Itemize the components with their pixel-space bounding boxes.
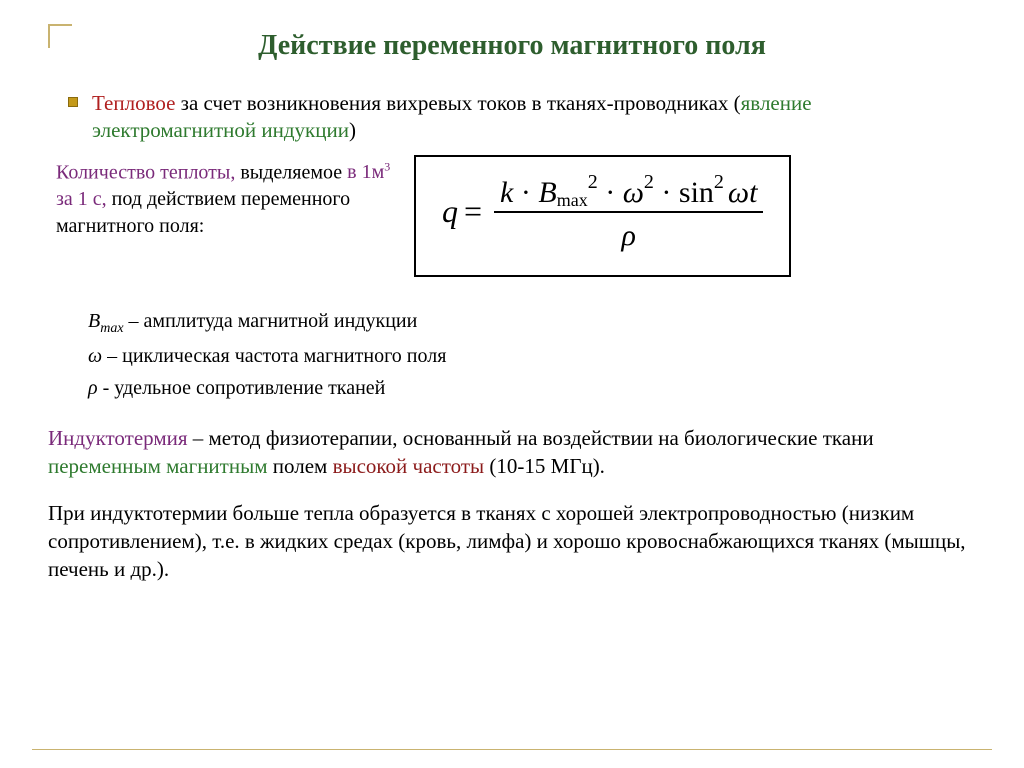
heat-p3: в 1м3 <box>347 161 390 183</box>
square-bullet-icon <box>68 97 78 107</box>
formula-box: q = k · Bmax2 · ω2 · sin2ωt ρ <box>414 155 791 277</box>
bullet-item: Тепловое за счет возникновения вихревых … <box>68 90 976 145</box>
formula-lhs: q <box>442 193 458 230</box>
def-bmax: Bmax – амплитуда магнитной индукции <box>88 305 976 340</box>
p1-mid1: – метод физиотерапии, основанный на возд… <box>188 426 874 450</box>
equation-row: Количество теплоты, выделяемое в 1м3 за … <box>48 159 976 277</box>
term-inductothermy: Индуктотермия <box>48 426 188 450</box>
p1-mid2: полем <box>268 454 333 478</box>
heat-p1: Количество теплоты, <box>56 161 235 183</box>
symbol-definitions: Bmax – амплитуда магнитной индукции ω – … <box>88 305 976 404</box>
formula-denominator: ρ <box>616 213 642 253</box>
bullet-close: ) <box>349 118 356 142</box>
formula-numerator: k · Bmax2 · ω2 · sin2ωt <box>494 171 763 211</box>
inductothermy-effect: При индуктотермии больше тепла образуетс… <box>48 499 976 584</box>
footer-divider <box>32 749 992 750</box>
p1-red: высокой частоты <box>333 454 485 478</box>
bullet-text: Тепловое за счет возникновения вихревых … <box>92 90 976 145</box>
p1-tail: (10-15 МГц). <box>484 454 605 478</box>
page-title: Действие переменного магнитного поля <box>48 30 976 62</box>
def-omega: ω – циклическая частота магнитного поля <box>88 340 976 372</box>
corner-accent <box>48 24 72 48</box>
inductothermy-definition: Индуктотермия – метод физиотерапии, осно… <box>48 424 976 481</box>
def-rho: ρ - удельное сопротивление тканей <box>88 372 976 404</box>
heat-p4: за 1 с, <box>56 188 107 210</box>
formula: q = k · Bmax2 · ω2 · sin2ωt ρ <box>442 171 763 253</box>
formula-eq: = <box>464 193 482 230</box>
heat-definition: Количество теплоты, выделяемое в 1м3 за … <box>56 159 396 241</box>
heat-p2: выделяемое <box>235 161 347 183</box>
bullet-lead: Тепловое <box>92 91 175 115</box>
bullet-mid: за счет возникновения вихревых токов в т… <box>175 91 740 115</box>
p1-green: переменным магнитным <box>48 454 268 478</box>
formula-fraction: k · Bmax2 · ω2 · sin2ωt ρ <box>494 171 763 253</box>
